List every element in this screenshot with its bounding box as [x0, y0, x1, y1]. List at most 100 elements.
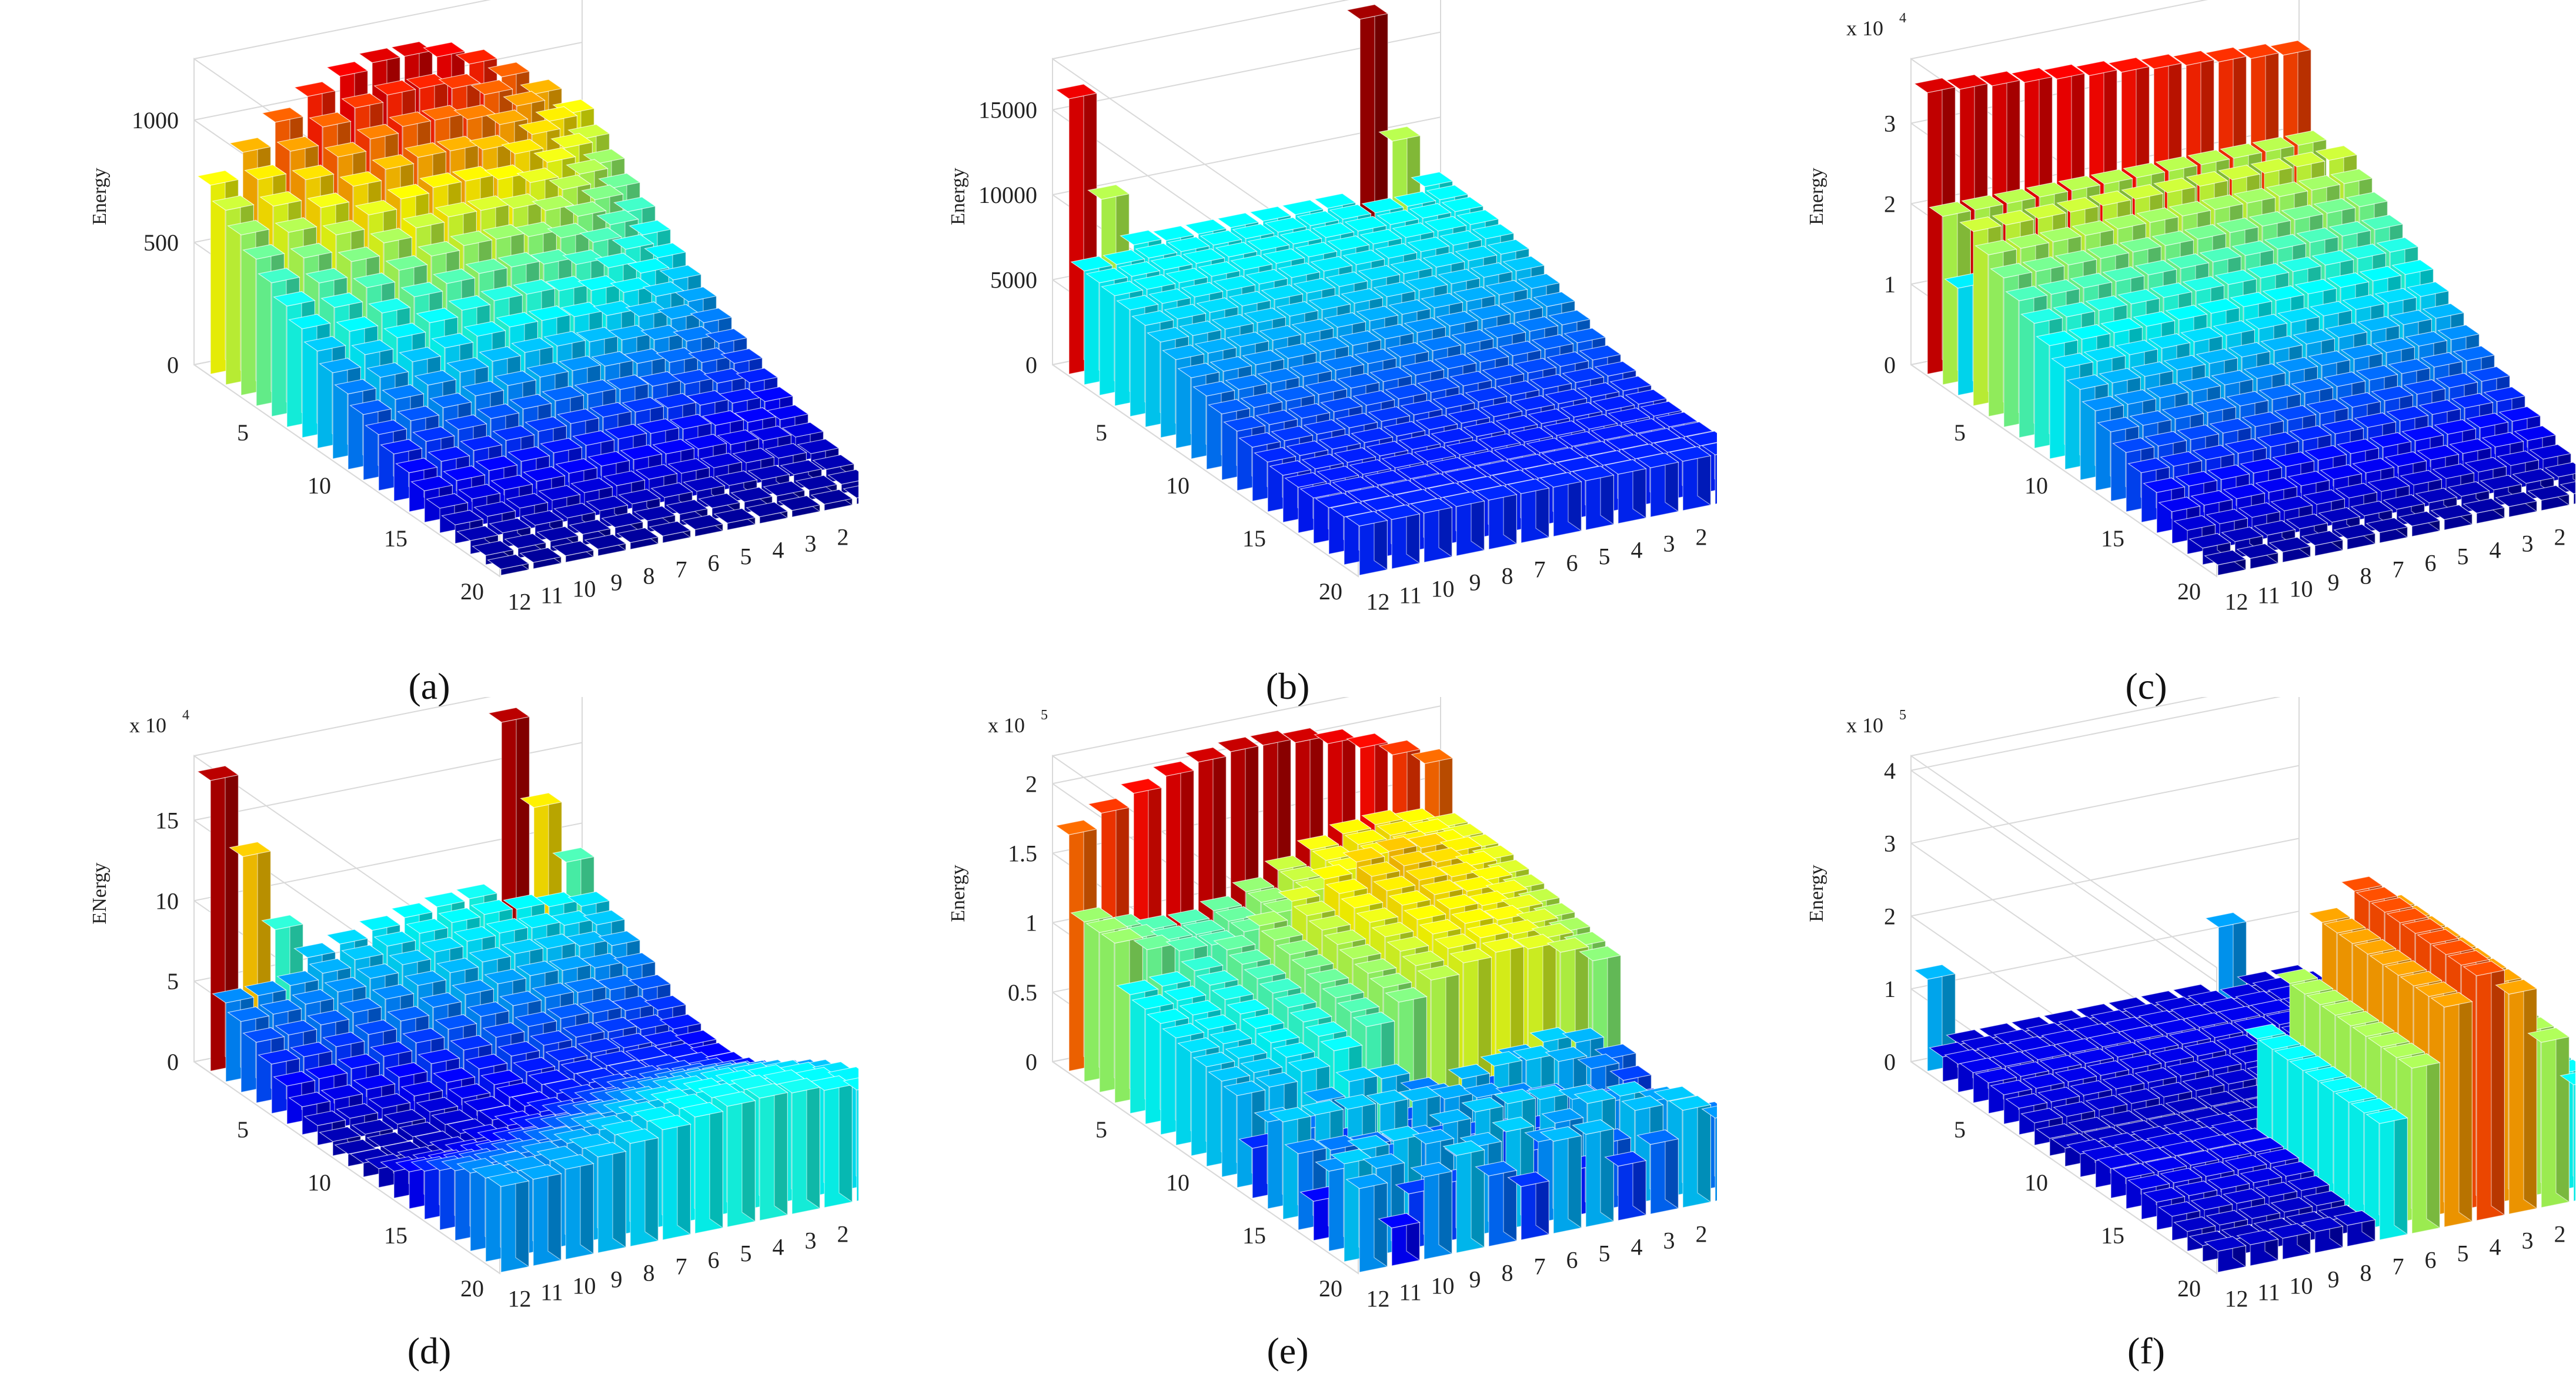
y-axis-label: ENergy — [89, 862, 111, 924]
y-tick-label: 9 — [611, 569, 623, 596]
bar — [2527, 1027, 2570, 1208]
x-tick-label: 20 — [1319, 578, 1342, 605]
z-tick-label: 0.5 — [1008, 979, 1037, 1006]
bar — [2560, 1072, 2575, 1202]
y-tick-label: 6 — [708, 1247, 720, 1273]
y-tick-label: 5 — [1599, 1240, 1611, 1267]
y-tick-label: 12 — [1366, 589, 1390, 615]
y-tick-label: 12 — [1366, 1286, 1390, 1312]
y-tick-label: 7 — [1534, 1253, 1546, 1280]
axis-multiplier: x 10 — [1846, 713, 1883, 737]
bar — [2333, 1210, 2376, 1247]
y-tick-label: 5 — [740, 1240, 752, 1267]
y-tick-label: 4 — [773, 1234, 784, 1260]
x-tick-label: 5 — [237, 419, 249, 446]
bar — [552, 540, 594, 563]
bar — [2301, 1216, 2344, 1253]
x-tick-label: 10 — [308, 472, 331, 499]
axis-multiplier: x 10 — [129, 713, 166, 737]
caption-a: (a) — [408, 665, 450, 707]
axis-multiplier-exponent: 4 — [1899, 11, 1906, 26]
chart-a: 05001000Energy5101520121110987654321 — [89, 0, 858, 615]
y-tick-label: 12 — [2225, 589, 2248, 615]
z-tick-label: 0 — [1884, 1049, 1896, 1075]
bar — [616, 527, 659, 550]
y-tick-label: 7 — [676, 556, 687, 583]
bar — [1378, 1212, 1421, 1266]
x-tick-label: 20 — [460, 1275, 484, 1302]
z-tick-label: 1000 — [132, 107, 179, 134]
y-tick-label: 11 — [540, 1279, 563, 1306]
bar — [2398, 511, 2441, 537]
x-tick-label: 10 — [308, 1169, 331, 1196]
caption-e: (e) — [1267, 1330, 1309, 1372]
z-tick-label: 1 — [1884, 271, 1896, 298]
x-tick-label: 20 — [2177, 578, 2201, 605]
caption-d: (d) — [407, 1330, 452, 1372]
bar — [746, 1082, 788, 1221]
axis-multiplier: x 10 — [1846, 16, 1883, 40]
z-tick-label: 0 — [1025, 1049, 1037, 1075]
y-tick-label: 11 — [1399, 582, 1422, 609]
y-tick-label: 10 — [573, 576, 596, 602]
y-tick-label: 2 — [837, 1221, 849, 1248]
y-tick-label: 10 — [2290, 1273, 2313, 1299]
z-gridline — [1910, 838, 2300, 917]
bar — [1539, 1126, 1582, 1234]
z-gridline — [1052, 364, 1359, 577]
y-tick-label: 9 — [2328, 569, 2340, 596]
z-tick-label: 0 — [1884, 352, 1896, 378]
bar — [1669, 446, 1712, 511]
bar — [1410, 498, 1453, 563]
y-tick-label: 7 — [1534, 556, 1546, 583]
y-tick-label: 10 — [1431, 1273, 1455, 1299]
bar — [552, 1153, 594, 1260]
caption-f: (f) — [2127, 1330, 2165, 1372]
z-gridline — [1910, 1061, 2217, 1274]
bar — [843, 1077, 858, 1202]
y-tick-label: 2 — [2554, 1221, 2566, 1248]
bar — [1701, 1105, 1717, 1202]
bar — [843, 485, 858, 505]
bar — [713, 508, 756, 531]
bar — [487, 553, 530, 576]
y-tick-label: 3 — [1663, 1228, 1675, 1254]
z-tick-label: 10 — [155, 888, 179, 914]
bar — [1636, 1129, 1679, 1215]
bar — [2268, 536, 2311, 563]
bar — [584, 1141, 627, 1253]
z-gridline — [1910, 697, 2281, 771]
panel-e: 0 0.5 1 1.5 2 Energy x 10 5 5 10 15 20 12 11 10 9 8 7 6 5 4 3… — [858, 697, 1717, 1391]
bar — [1410, 1161, 1453, 1260]
z-tick-label: 1.5 — [1008, 840, 1037, 866]
y-tick-label: 8 — [1502, 1260, 1513, 1286]
z-tick-label: 0 — [1025, 352, 1037, 378]
y-tick-label: 4 — [2490, 1234, 2501, 1260]
x-tick-label: 15 — [2101, 1222, 2124, 1249]
y-tick-label: 10 — [2290, 576, 2313, 602]
x-tick-label: 10 — [1166, 472, 1190, 499]
y-tick-label: 9 — [2328, 1266, 2340, 1293]
bar — [763, 481, 806, 507]
z-tick-label: 2 — [1025, 771, 1037, 797]
x-tick-label: 15 — [1242, 525, 1266, 552]
y-axis-label: Energy — [89, 168, 111, 225]
y-tick-label: 9 — [611, 1266, 623, 1293]
bar — [2365, 1108, 2408, 1240]
y-tick-label: 3 — [1663, 531, 1675, 557]
y-tick-label: 2 — [1696, 524, 1708, 551]
y-tick-label: 3 — [2522, 531, 2534, 557]
axis-multiplier-exponent: 5 — [1899, 708, 1906, 723]
y-tick-label: 8 — [643, 1260, 655, 1286]
x-tick-label: 10 — [2024, 1169, 2048, 1196]
bar — [713, 1090, 756, 1228]
y-tick-label: 6 — [1566, 550, 1578, 576]
y-tick-label: 11 — [2257, 582, 2280, 609]
x-tick-label: 5 — [1954, 1116, 1966, 1143]
